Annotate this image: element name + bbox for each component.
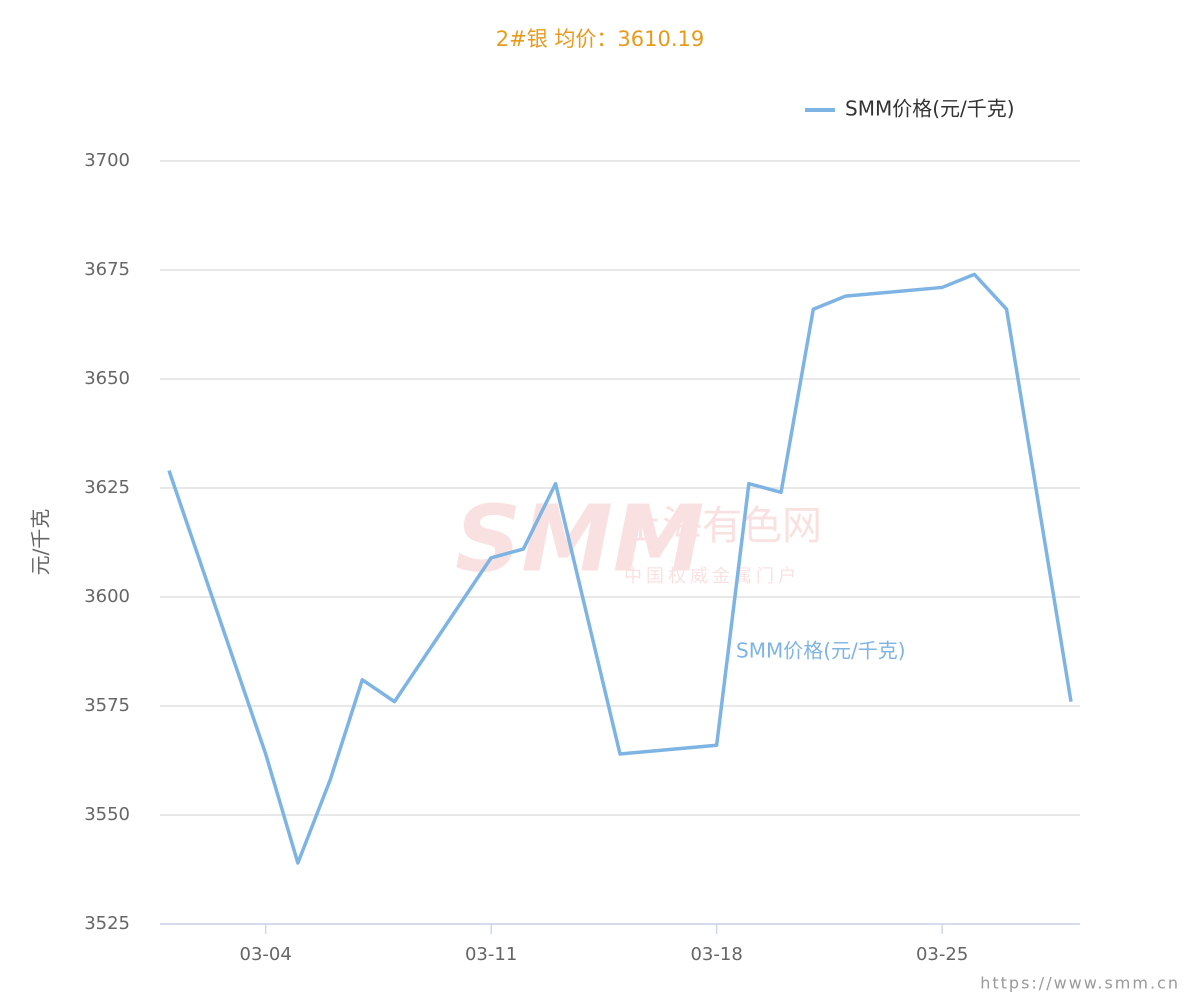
x-tick-label: 03-11 — [465, 944, 517, 965]
x-tick-label: 03-18 — [690, 944, 742, 965]
legend-label: SMM价格(元/千克) — [845, 97, 1015, 121]
y-tick-label: 3525 — [84, 913, 130, 934]
watermark-name: 上海有色网 — [622, 503, 822, 549]
y-tick-label: 3700 — [84, 150, 130, 171]
watermark-slogan: 中国权威金属门户 — [624, 566, 800, 587]
y-tick-label: 3600 — [84, 586, 130, 607]
y-tick-label: 3650 — [84, 368, 130, 389]
x-tick-label: 03-04 — [240, 944, 292, 965]
watermark: SMM 上海有色网 中国权威金属门户 — [455, 485, 822, 592]
y-tick-label: 3550 — [84, 804, 130, 825]
y-axis-label: 元/千克 — [29, 509, 53, 576]
watermark-logo: SMM — [455, 485, 704, 592]
y-tick-label: 3625 — [84, 477, 130, 498]
x-tick-label: 03-25 — [916, 944, 968, 965]
chart-title: 2#银 均价：3610.19 — [496, 27, 704, 51]
line-series — [167, 272, 1073, 865]
source: https://www.smm.cn — [980, 974, 1180, 993]
series-annotation: SMM价格(元/千克) — [736, 639, 906, 663]
y-tick-label: 3575 — [84, 695, 130, 716]
y-tick-label: 3675 — [84, 259, 130, 280]
